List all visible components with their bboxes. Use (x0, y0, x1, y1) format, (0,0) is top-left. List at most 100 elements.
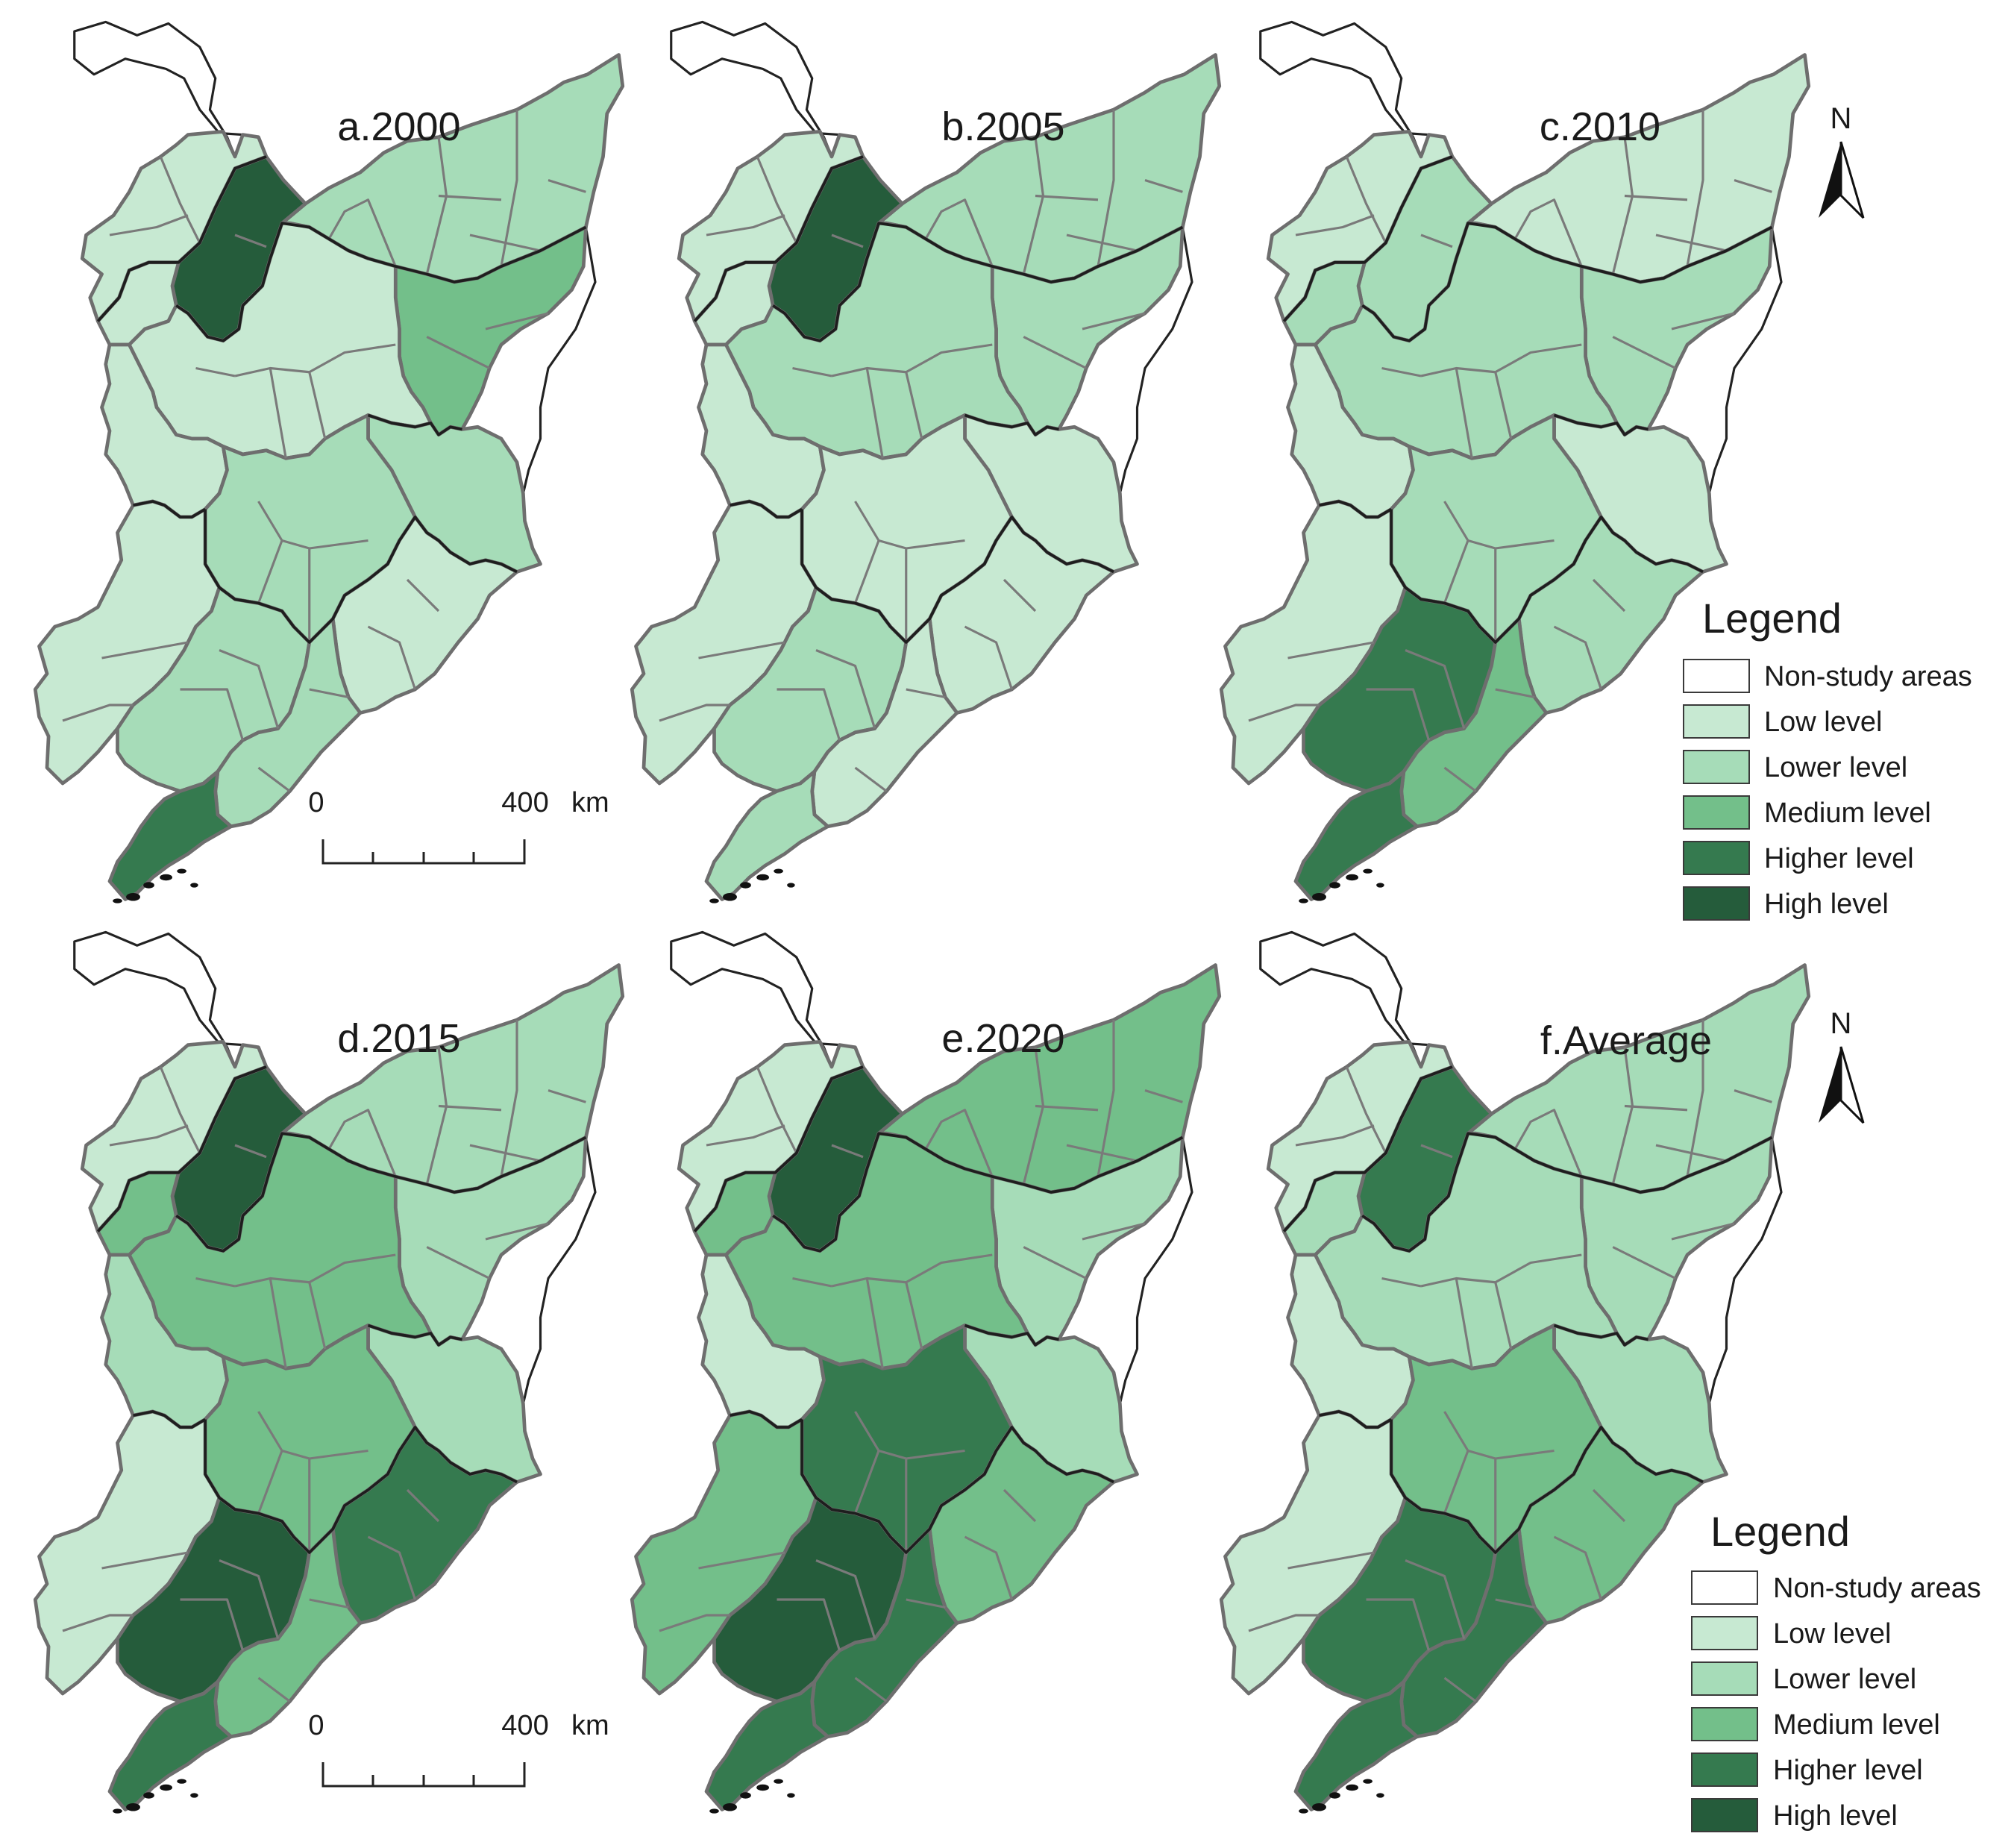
city-boundary (1287, 641, 1375, 660)
city-boundary (159, 1066, 201, 1154)
island (1312, 893, 1326, 901)
city-boundary (1495, 1598, 1535, 1609)
city-boundary (62, 1614, 134, 1632)
island (1346, 874, 1358, 881)
legend-label: Medium level (1773, 1709, 1940, 1741)
island (740, 1792, 751, 1799)
province-boundary (693, 296, 717, 322)
city-boundary (257, 501, 368, 550)
legend-swatch (1683, 704, 1750, 739)
province-boundary (730, 500, 803, 519)
city-boundary (1443, 501, 1555, 550)
city-boundary (1553, 625, 1602, 690)
city-boundary (1513, 198, 1583, 267)
city-boundary (257, 1676, 291, 1703)
province-boundary (96, 296, 120, 322)
city-boundary (905, 372, 923, 439)
scale-unit-label: km (571, 1710, 609, 1741)
province-boundary (1390, 509, 1704, 644)
province-boundary (800, 509, 1114, 644)
legend-swatch (1691, 1616, 1758, 1650)
city-boundary (854, 766, 888, 792)
city-boundary (865, 368, 884, 459)
legend-item-lower: Lower level (1691, 1661, 1916, 1696)
city-boundary (659, 704, 730, 722)
city-boundary (327, 198, 397, 267)
legend-label: Non-study areas (1773, 1573, 1981, 1604)
map-panel-b: b.2005 (630, 20, 1222, 903)
north-label: N (1831, 1007, 1852, 1040)
legend-bottom: Legend Non-study areas Low level Lower leve… (1691, 1508, 1981, 1832)
city-boundary (180, 688, 245, 741)
island (126, 1803, 140, 1811)
city-boundary (1035, 1104, 1099, 1112)
province-boundary (964, 1324, 1059, 1347)
city-boundary (1443, 1676, 1477, 1703)
city-boundary (1624, 194, 1688, 201)
city-boundary (924, 1109, 994, 1177)
legend-item-high: High level (1683, 886, 1889, 921)
city-boundary (756, 156, 798, 244)
city-boundary (777, 1598, 841, 1651)
legend-swatch (1683, 886, 1750, 921)
scale-unit-label: km (571, 787, 609, 818)
legend-item-lower: Lower level (1683, 750, 1907, 784)
map-b (630, 20, 1222, 903)
city-boundary (1592, 578, 1626, 613)
city-boundary (327, 1109, 397, 1177)
city-boundary (854, 1411, 965, 1460)
legend-title: Legend (1702, 595, 1842, 642)
city-boundary (1066, 1144, 1138, 1162)
city-boundary (905, 1282, 923, 1350)
city-boundary (180, 1598, 245, 1651)
island (709, 1808, 719, 1814)
scale-bar-line (321, 1762, 526, 1788)
city-boundary (469, 234, 541, 252)
province-boundary (204, 1419, 518, 1554)
legend-label: High level (1773, 1800, 1898, 1832)
city-boundary (1443, 766, 1477, 792)
city-boundary (1066, 234, 1138, 252)
map-d (33, 930, 625, 1814)
city-boundary (485, 312, 549, 331)
city-boundary (906, 1598, 946, 1609)
city-boundary (109, 214, 189, 237)
city-boundary (1287, 1551, 1375, 1570)
city-boundary (257, 1411, 368, 1460)
city-boundary (234, 234, 267, 248)
city-boundary (62, 704, 134, 722)
island (160, 874, 172, 881)
province-boundary (1282, 296, 1306, 322)
city-boundary (1655, 234, 1727, 252)
scale-bar-bottom: 0 400 km (308, 1710, 609, 1788)
city-boundary (195, 366, 236, 378)
map-panel-a: a.2000 (33, 20, 625, 903)
legend-label: Low level (1773, 1618, 1891, 1650)
city-boundary (659, 1614, 730, 1632)
city-boundary (1495, 688, 1535, 699)
city-boundary (1381, 366, 1422, 378)
city-boundary (698, 1551, 785, 1570)
city-boundary (1295, 214, 1375, 237)
island (774, 868, 783, 874)
legend-item-medium: Medium level (1691, 1707, 1940, 1741)
city-boundary (1023, 1246, 1087, 1279)
city-boundary (367, 625, 416, 690)
city-boundary (548, 1089, 586, 1103)
city-boundary (257, 766, 291, 792)
scale-max-label: 400 (501, 787, 548, 818)
city-boundary (1003, 578, 1037, 613)
city-boundary (438, 1104, 502, 1112)
island (1299, 898, 1308, 903)
legend-item-low: Low level (1691, 1616, 1891, 1650)
legend-label: Low level (1764, 707, 1882, 738)
legend-swatch (1691, 1570, 1758, 1605)
city-boundary (1443, 1411, 1555, 1460)
city-boundary (1734, 178, 1772, 193)
province-boundary (730, 1410, 803, 1429)
city-boundary (706, 214, 785, 237)
island (756, 874, 769, 881)
map-panel-c: c.2010 (1219, 20, 1811, 903)
map-c (1219, 20, 1811, 903)
island (177, 868, 186, 874)
